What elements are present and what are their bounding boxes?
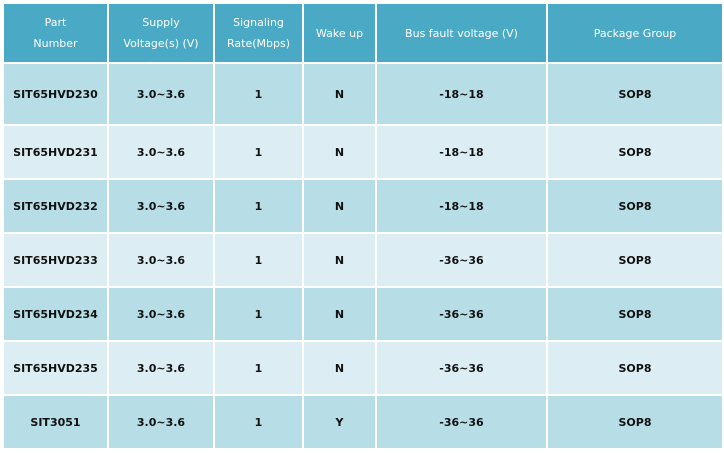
cell-package-group: SOP8 [546,232,724,288]
cell-package-group: SOP8 [546,340,724,396]
cell-supply-voltage: 3.0~3.6 [107,286,215,342]
cell-signaling-rate: 1 [213,286,304,342]
cell-signaling-rate: 1 [213,62,304,126]
cell-wake-up: N [302,286,377,342]
cell-bus-fault-voltage: -18~18 [375,178,548,234]
header-supply-voltage: Supply Voltage(s) (V) [107,2,215,64]
cell-supply-voltage: 3.0~3.6 [107,394,215,450]
cell-part-number: SIT65HVD234 [2,286,109,342]
table-row: SIT65HVD232 3.0~3.6 1 N -18~18 SOP8 [2,178,724,234]
cell-part-number: SIT65HVD233 [2,232,109,288]
cell-package-group: SOP8 [546,394,724,450]
cell-part-number: SIT65HVD235 [2,340,109,396]
cell-supply-voltage: 3.0~3.6 [107,340,215,396]
header-wake-up: Wake up [302,2,377,64]
table-row: SIT65HVD230 3.0~3.6 1 N -18~18 SOP8 [2,62,724,126]
table-row: SIT65HVD235 3.0~3.6 1 N -36~36 SOP8 [2,340,724,396]
table-row: SIT65HVD233 3.0~3.6 1 N -36~36 SOP8 [2,232,724,288]
cell-wake-up: N [302,124,377,180]
cell-supply-voltage: 3.0~3.6 [107,232,215,288]
table-row: SIT65HVD234 3.0~3.6 1 N -36~36 SOP8 [2,286,724,342]
cell-signaling-rate: 1 [213,124,304,180]
cell-wake-up: N [302,178,377,234]
header-row: Part Number Supply Voltage(s) (V) Signaling R… [2,2,724,64]
cell-supply-voltage: 3.0~3.6 [107,124,215,180]
cell-bus-fault-voltage: -36~36 [375,394,548,450]
cell-bus-fault-voltage: -36~36 [375,286,548,342]
cell-part-number: SIT65HVD231 [2,124,109,180]
cell-bus-fault-voltage: -36~36 [375,340,548,396]
cell-bus-fault-voltage: -36~36 [375,232,548,288]
table-row: SIT3051 3.0~3.6 1 Y -36~36 SOP8 [2,394,724,450]
cell-bus-fault-voltage: -18~18 [375,124,548,180]
cell-wake-up: N [302,232,377,288]
cell-bus-fault-voltage: -18~18 [375,62,548,126]
header-bus-fault-voltage: Bus fault voltage (V) [375,2,548,64]
cell-package-group: SOP8 [546,178,724,234]
header-package-group: Package Group [546,2,724,64]
cell-signaling-rate: 1 [213,178,304,234]
cell-wake-up: N [302,62,377,126]
cell-signaling-rate: 1 [213,232,304,288]
cell-signaling-rate: 1 [213,340,304,396]
cell-package-group: SOP8 [546,286,724,342]
header-signaling-rate: Signaling Rate(Mbps) [213,2,304,64]
cell-signaling-rate: 1 [213,394,304,450]
cell-part-number: SIT65HVD230 [2,62,109,126]
cell-package-group: SOP8 [546,124,724,180]
cell-package-group: SOP8 [546,62,724,126]
cell-wake-up: Y [302,394,377,450]
table-row: SIT65HVD231 3.0~3.6 1 N -18~18 SOP8 [2,124,724,180]
cell-supply-voltage: 3.0~3.6 [107,178,215,234]
cell-supply-voltage: 3.0~3.6 [107,62,215,126]
header-part-number: Part Number [2,2,109,64]
cell-part-number: SIT65HVD232 [2,178,109,234]
cell-part-number: SIT3051 [2,394,109,450]
cell-wake-up: N [302,340,377,396]
